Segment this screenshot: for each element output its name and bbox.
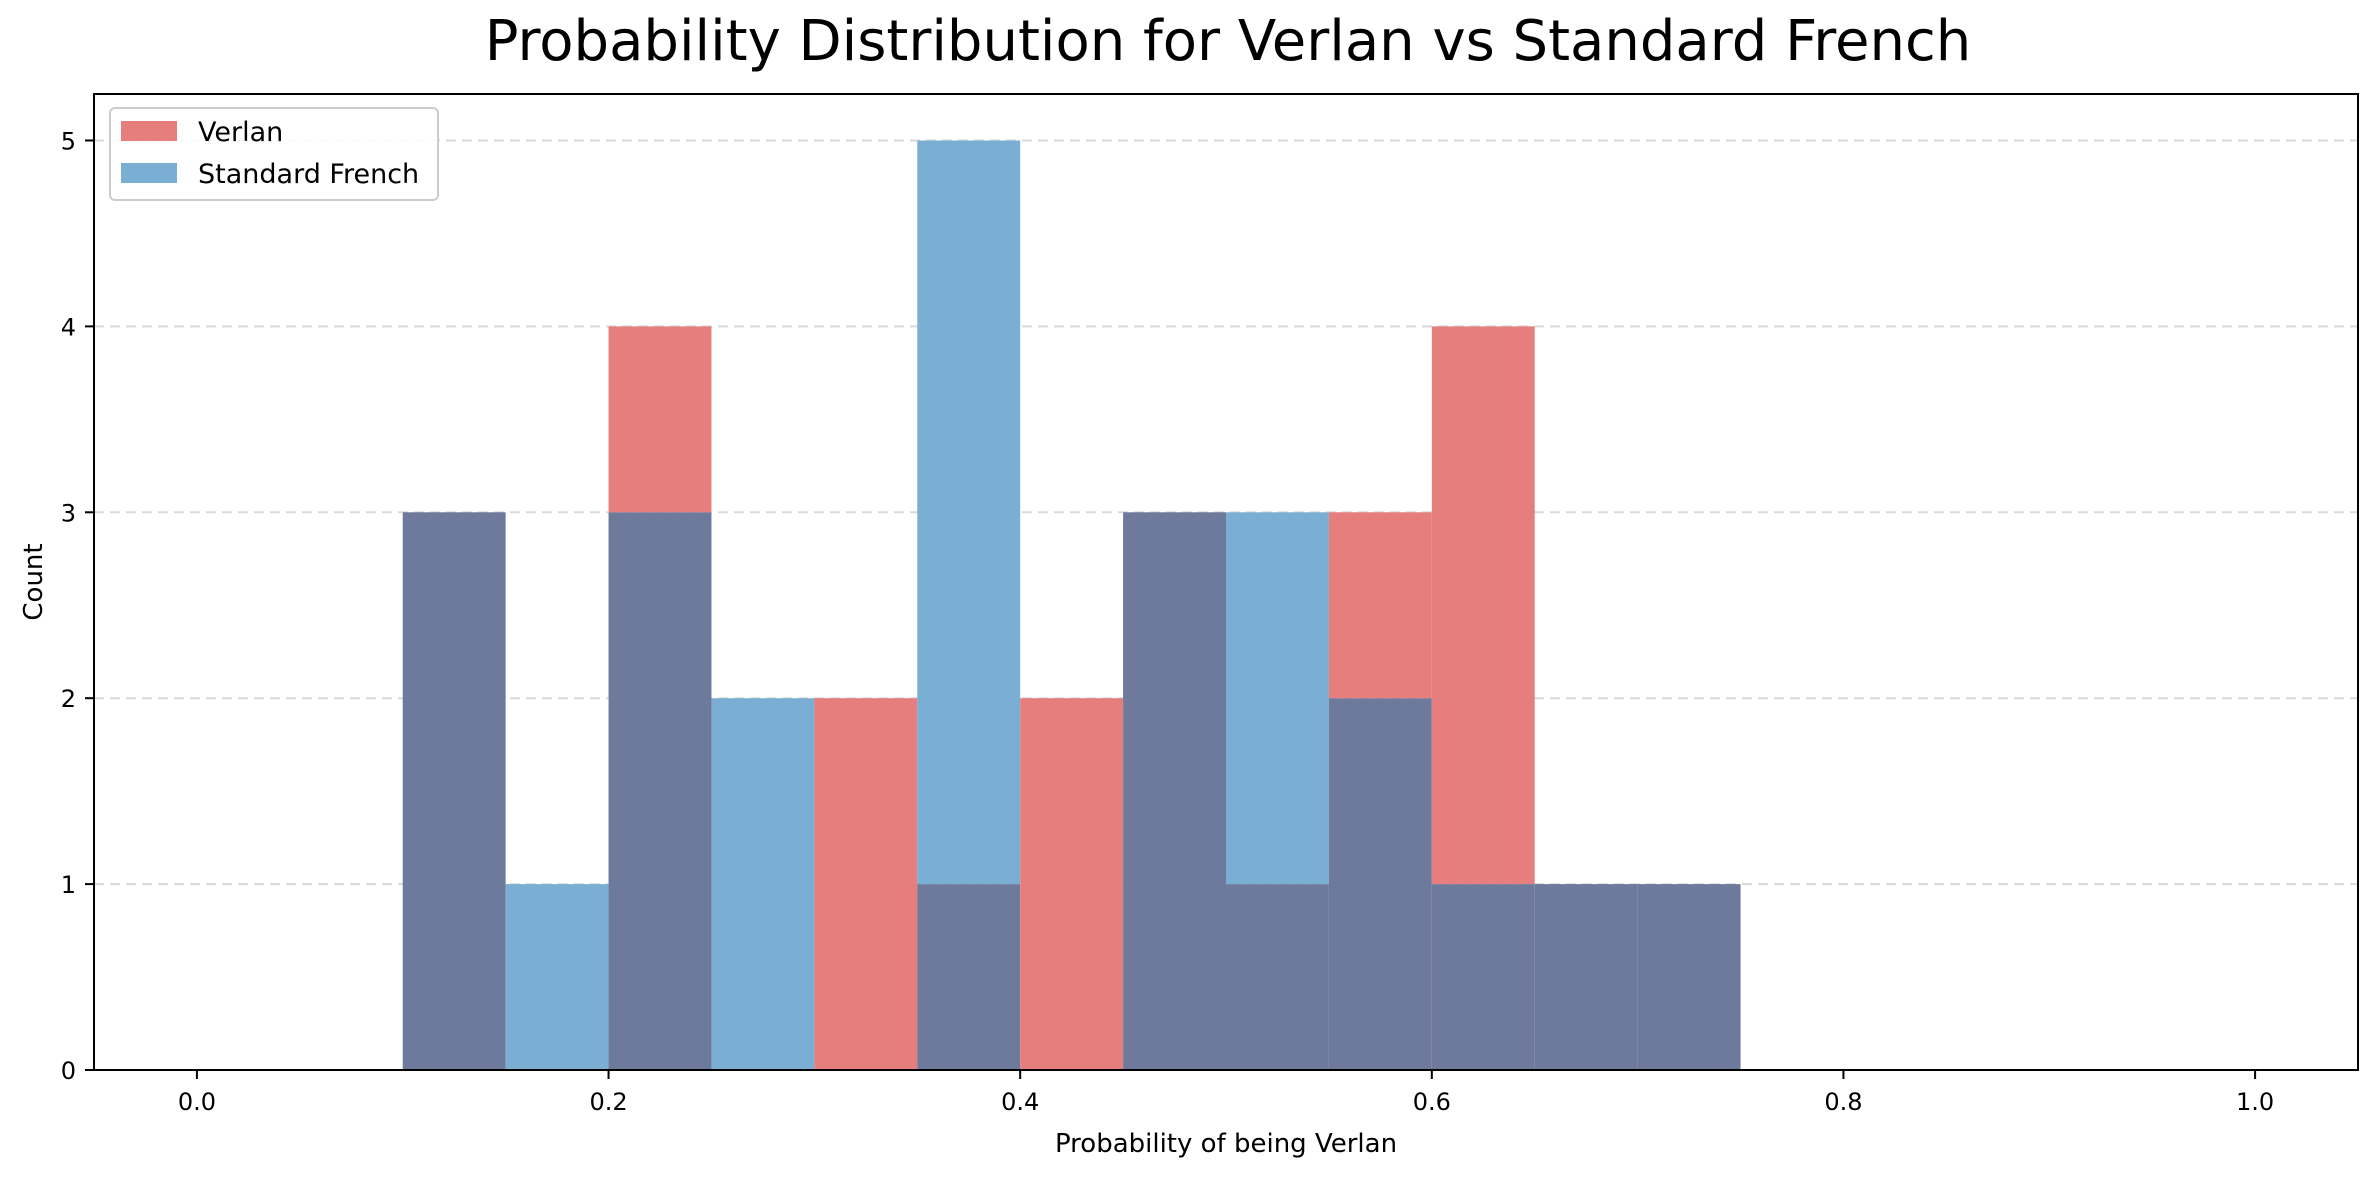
x-axis-ticks: 0.0 0.2 0.4 0.6 0.8 1.0 <box>178 1070 2274 1116</box>
y-tick-label: 1 <box>61 871 76 899</box>
y-axis-ticks: 0 1 2 3 4 5 <box>61 127 94 1085</box>
bar-overlap <box>1637 884 1741 1070</box>
legend-swatch-verlan <box>121 121 177 141</box>
legend-box <box>109 107 439 201</box>
bar-standard-french <box>1226 512 1329 885</box>
legend-label-standard-french: Standard French <box>198 159 419 190</box>
y-tick-label: 5 <box>61 127 76 155</box>
chart-title: Probability Distribution for Verlan vs S… <box>485 9 1972 74</box>
y-tick-label: 4 <box>61 313 76 341</box>
bar-verlan <box>608 326 712 513</box>
bar-overlap <box>1534 884 1638 1070</box>
bar-overlap <box>402 512 506 1070</box>
bar-verlan <box>1328 512 1432 699</box>
bar-overlap <box>1226 884 1329 1070</box>
bar-standard-french <box>711 698 815 1070</box>
x-tick-label: 0.6 <box>1413 1088 1451 1116</box>
y-tick-label: 2 <box>61 685 76 713</box>
legend-label-verlan: Verlan <box>198 117 283 148</box>
y-axis-label: Count <box>19 543 49 620</box>
bar-verlan <box>1431 326 1535 885</box>
x-tick-label: 0.8 <box>1824 1088 1862 1116</box>
bars <box>402 140 1741 1070</box>
legend-swatch-standard-french <box>121 163 177 183</box>
plot-frame <box>93 93 2359 1071</box>
bar-overlap <box>608 512 712 1070</box>
bar-overlap <box>1328 698 1432 1070</box>
bar-standard-french <box>505 884 609 1070</box>
x-axis-label: Probability of being Verlan <box>1055 1129 1397 1159</box>
x-tick-label: 0.4 <box>1001 1088 1039 1116</box>
bar-overlap <box>917 884 1021 1070</box>
x-tick-label: 0.0 <box>178 1088 216 1116</box>
bar-standard-french <box>917 140 1021 885</box>
legend: Verlan Standard French <box>109 107 439 201</box>
bar-overlap <box>1431 884 1535 1070</box>
bar-verlan <box>1020 698 1124 1070</box>
x-tick-label: 0.2 <box>589 1088 627 1116</box>
y-tick-label: 3 <box>61 499 76 527</box>
bar-overlap <box>1123 512 1226 1070</box>
x-tick-label: 1.0 <box>2236 1088 2274 1116</box>
y-tick-label: 0 <box>61 1057 76 1085</box>
bar-verlan <box>814 698 918 1070</box>
